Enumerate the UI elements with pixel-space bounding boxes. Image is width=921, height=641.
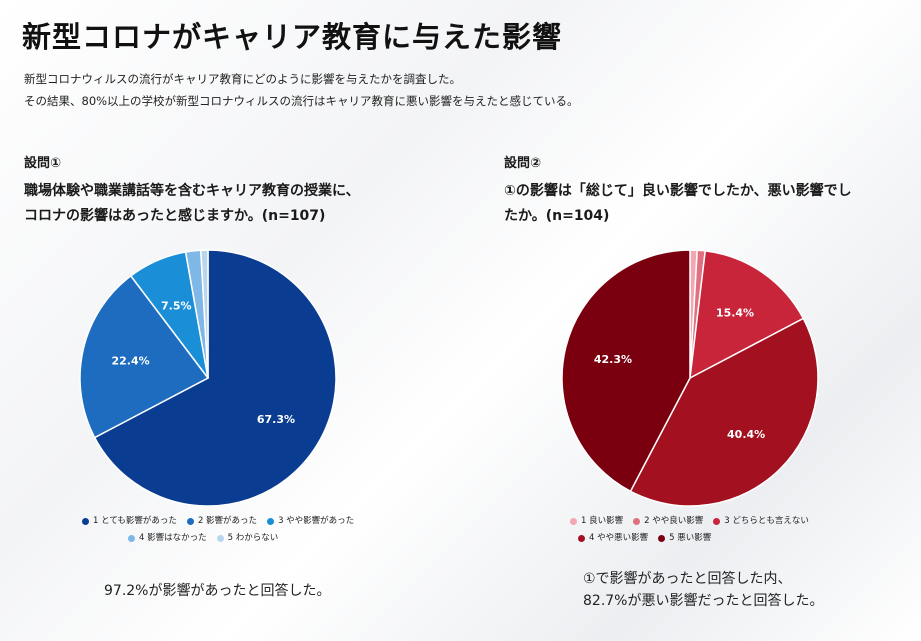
question-2: 設問② ①の影響は「総じて」良い影響でしたか、悪い影響でし たか。(n=104) bbox=[504, 152, 904, 229]
legend-dot-icon bbox=[267, 518, 275, 525]
intro-line-1: 新型コロナウィルスの流行がキャリア教育にどのように影響を与えたかを調査した。 bbox=[24, 72, 461, 86]
question-1-line-1: 職場体験や職業講話等を含むキャリア教育の授業に、 bbox=[24, 183, 360, 199]
question-1-label: 設問① bbox=[24, 156, 62, 171]
pie-slice bbox=[79, 274, 210, 439]
question-2-line-1: ①の影響は「総じて」良い影響でしたか、悪い影響でし bbox=[504, 183, 852, 199]
slice-label: 22.4% bbox=[111, 355, 149, 368]
legend-item: 3 やや影響があった bbox=[267, 513, 354, 530]
legend-item: 4 やや悪い影響 bbox=[578, 530, 648, 547]
pie-chart-1: 67.3% 22.4% 7.5% bbox=[79, 249, 337, 507]
legend-label: 3 やや影響があった bbox=[278, 516, 355, 526]
legend-label: 5 悪い影響 bbox=[669, 533, 712, 543]
legend-item: 2 影響があった bbox=[186, 513, 258, 530]
slice-label: 42.3% bbox=[594, 353, 632, 366]
legend-1-row-2: 4 影響はなかった 5 わからない bbox=[82, 530, 354, 547]
legend-item: 4 影響はなかった bbox=[128, 530, 207, 547]
legend-label: 4 影響はなかった bbox=[139, 533, 207, 543]
legend-dot-icon bbox=[578, 535, 585, 542]
legend-2: 1 良い影響 2 やや良い影響 3 どちらとも言えない 4 やや悪い影響 5 悪… bbox=[570, 513, 809, 547]
pie-slice bbox=[689, 250, 805, 380]
slice-label: 15.4% bbox=[716, 307, 754, 320]
legend-label: 2 やや良い影響 bbox=[644, 516, 704, 526]
summary-2: ①で影響があったと回答した内、 82.7%が悪い影響だったと回答した。 bbox=[583, 568, 823, 612]
pie-slice bbox=[629, 317, 819, 507]
legend-label: 1 良い影響 bbox=[581, 516, 624, 526]
pie-slice bbox=[93, 249, 337, 507]
legend-item: 5 わからない bbox=[216, 530, 279, 547]
question-1-line-2: コロナの影響はあったと感じますか。(n=107) bbox=[24, 208, 326, 224]
legend-dot-icon bbox=[186, 518, 194, 525]
legend-item: 5 悪い影響 bbox=[658, 530, 711, 547]
slice-label: 7.5% bbox=[161, 299, 192, 312]
legend-1: 1 とても影響があった 2 影響があった 3 やや影響があった 4 影響はなかっ… bbox=[82, 513, 354, 547]
legend-dot-icon bbox=[658, 535, 666, 542]
summary-2-line-2: 82.7%が悪い影響だったと回答した。 bbox=[583, 593, 824, 609]
legend-1-row-1: 1 とても影響があった 2 影響があった 3 やや影響があった bbox=[82, 513, 354, 530]
slice-label: 67.3% bbox=[257, 413, 295, 426]
legend-item: 2 やや良い影響 bbox=[633, 513, 703, 530]
legend-item: 1 とても影響があった bbox=[82, 513, 177, 530]
pie-slice bbox=[199, 249, 209, 379]
legend-dot-icon bbox=[570, 518, 577, 525]
intro-line-2: その結果、80%以上の学校が新型コロナウィルスの流行はキャリア教育に悪い影響を与… bbox=[24, 94, 579, 108]
legend-label: 2 影響があった bbox=[197, 516, 258, 526]
legend-dot-icon bbox=[633, 518, 641, 525]
pie-slice bbox=[561, 249, 691, 493]
legend-2-row-2: 4 やや悪い影響 5 悪い影響 bbox=[570, 530, 809, 547]
legend-item: 3 どちらとも言えない bbox=[713, 513, 809, 530]
legend-dot-icon bbox=[128, 535, 135, 542]
legend-label: 3 どちらとも言えない bbox=[724, 516, 809, 526]
legend-item: 1 良い影響 bbox=[570, 513, 623, 530]
legend-dot-icon bbox=[82, 518, 89, 525]
summary-2-line-1: ①で影響があったと回答した内、 bbox=[583, 571, 792, 587]
legend-label: 4 やや悪い影響 bbox=[589, 533, 649, 543]
legend-label: 1 とても影響があった bbox=[93, 516, 177, 526]
legend-2-row-1: 1 良い影響 2 やや良い影響 3 どちらとも言えない bbox=[570, 513, 809, 530]
pie-chart-2: 15.4% 40.4% 42.3% bbox=[561, 249, 819, 507]
question-1: 設問① 職場体験や職業講話等を含むキャリア教育の授業に、 コロナの影響はあったと… bbox=[24, 152, 444, 229]
page-title: 新型コロナがキャリア教育に与えた影響 bbox=[22, 20, 563, 54]
legend-dot-icon bbox=[713, 518, 721, 525]
slice-label: 40.4% bbox=[727, 428, 765, 441]
intro-text: 新型コロナウィルスの流行がキャリア教育にどのように影響を与えたかを調査した。 そ… bbox=[24, 68, 579, 112]
summary-1-line-1: 97.2%が影響があったと回答した。 bbox=[104, 583, 331, 599]
question-2-line-2: たか。(n=104) bbox=[504, 208, 610, 224]
summary-1: 97.2%が影響があったと回答した。 bbox=[104, 580, 330, 602]
question-2-label: 設問② bbox=[504, 156, 542, 171]
legend-label: 5 わからない bbox=[227, 533, 279, 543]
legend-dot-icon bbox=[216, 535, 224, 542]
